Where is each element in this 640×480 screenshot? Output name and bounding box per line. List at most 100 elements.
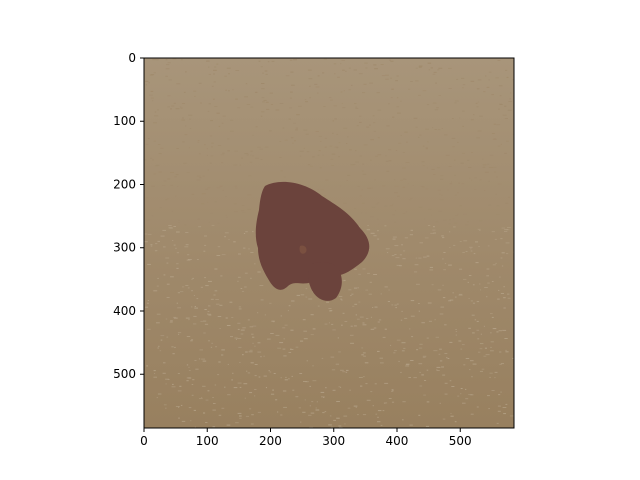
speckle — [465, 224, 469, 226]
speckle — [460, 162, 464, 164]
speckle — [291, 84, 295, 86]
speckle — [402, 419, 404, 421]
speckle — [400, 100, 402, 102]
speckle — [385, 74, 389, 76]
speckle — [463, 364, 466, 366]
speckle — [422, 356, 426, 358]
speckle — [497, 410, 501, 412]
speckle — [186, 336, 191, 337]
speckle — [344, 321, 348, 322]
speckle — [488, 167, 493, 168]
speckle — [217, 316, 222, 317]
speckle — [361, 347, 364, 349]
speckle — [500, 238, 503, 240]
speckle — [207, 201, 209, 203]
speckle — [227, 363, 229, 365]
speckle — [191, 278, 193, 280]
speckle — [379, 357, 383, 359]
speckle — [188, 377, 192, 379]
speckle — [351, 293, 354, 295]
speckle — [332, 329, 336, 331]
speckle — [419, 343, 423, 345]
speckle — [204, 244, 207, 246]
speckle — [362, 163, 365, 165]
speckle — [403, 178, 406, 180]
speckle — [267, 61, 270, 63]
speckle — [153, 290, 158, 292]
speckle — [177, 332, 182, 334]
speckle — [299, 373, 303, 374]
speckle — [417, 303, 420, 304]
speckle — [275, 109, 280, 111]
speckle — [183, 162, 187, 164]
speckle — [465, 398, 469, 400]
speckle — [204, 323, 209, 325]
speckle — [205, 188, 209, 190]
speckle — [452, 118, 454, 119]
speckle — [374, 68, 378, 70]
speckle — [207, 169, 209, 171]
speckle — [214, 201, 217, 203]
speckle — [390, 97, 393, 99]
speckle — [433, 226, 435, 228]
speckle — [295, 129, 298, 131]
speckle — [487, 163, 490, 165]
speckle — [454, 100, 459, 102]
speckle — [171, 105, 175, 107]
speckle — [202, 175, 205, 177]
speckle — [458, 340, 462, 342]
speckle — [375, 155, 378, 157]
speckle — [336, 417, 340, 419]
speckle — [362, 92, 366, 94]
speckle — [463, 278, 467, 280]
speckle — [325, 387, 327, 389]
speckle — [269, 92, 273, 94]
speckle — [249, 349, 253, 351]
speckle — [423, 394, 426, 396]
speckle — [346, 180, 348, 181]
speckle — [388, 149, 392, 151]
speckle — [442, 284, 444, 286]
speckle — [400, 319, 403, 321]
speckle — [282, 390, 287, 392]
speckle — [145, 80, 149, 82]
speckle — [226, 216, 228, 218]
speckle — [192, 379, 195, 381]
speckle — [173, 244, 176, 246]
speckle — [501, 227, 506, 229]
speckle — [288, 118, 291, 120]
speckle — [237, 276, 241, 278]
speckle — [438, 210, 443, 212]
speckle — [317, 305, 320, 307]
speckle — [247, 319, 250, 321]
speckle — [416, 349, 419, 351]
speckle — [293, 59, 297, 61]
speckle — [375, 413, 378, 415]
speckle — [361, 212, 363, 214]
speckle — [240, 288, 243, 289]
speckle — [309, 385, 311, 387]
speckle — [157, 144, 161, 145]
speckle — [357, 287, 359, 289]
speckle — [320, 391, 325, 393]
speckle — [207, 313, 211, 315]
speckle — [479, 348, 483, 350]
speckle — [477, 79, 482, 81]
speckle — [190, 340, 193, 342]
speckle — [307, 164, 311, 166]
speckle — [215, 346, 217, 348]
speckle — [174, 176, 177, 178]
speckle — [499, 103, 502, 105]
speckle — [500, 143, 502, 145]
speckle — [230, 119, 234, 121]
speckle — [384, 328, 387, 330]
speckle — [370, 216, 374, 218]
speckle — [355, 106, 358, 108]
speckle — [237, 328, 240, 330]
speckle — [317, 75, 320, 77]
speckle — [442, 418, 446, 420]
speckle — [380, 424, 383, 426]
speckle — [290, 349, 294, 350]
speckle — [159, 350, 162, 352]
speckle — [362, 324, 367, 326]
